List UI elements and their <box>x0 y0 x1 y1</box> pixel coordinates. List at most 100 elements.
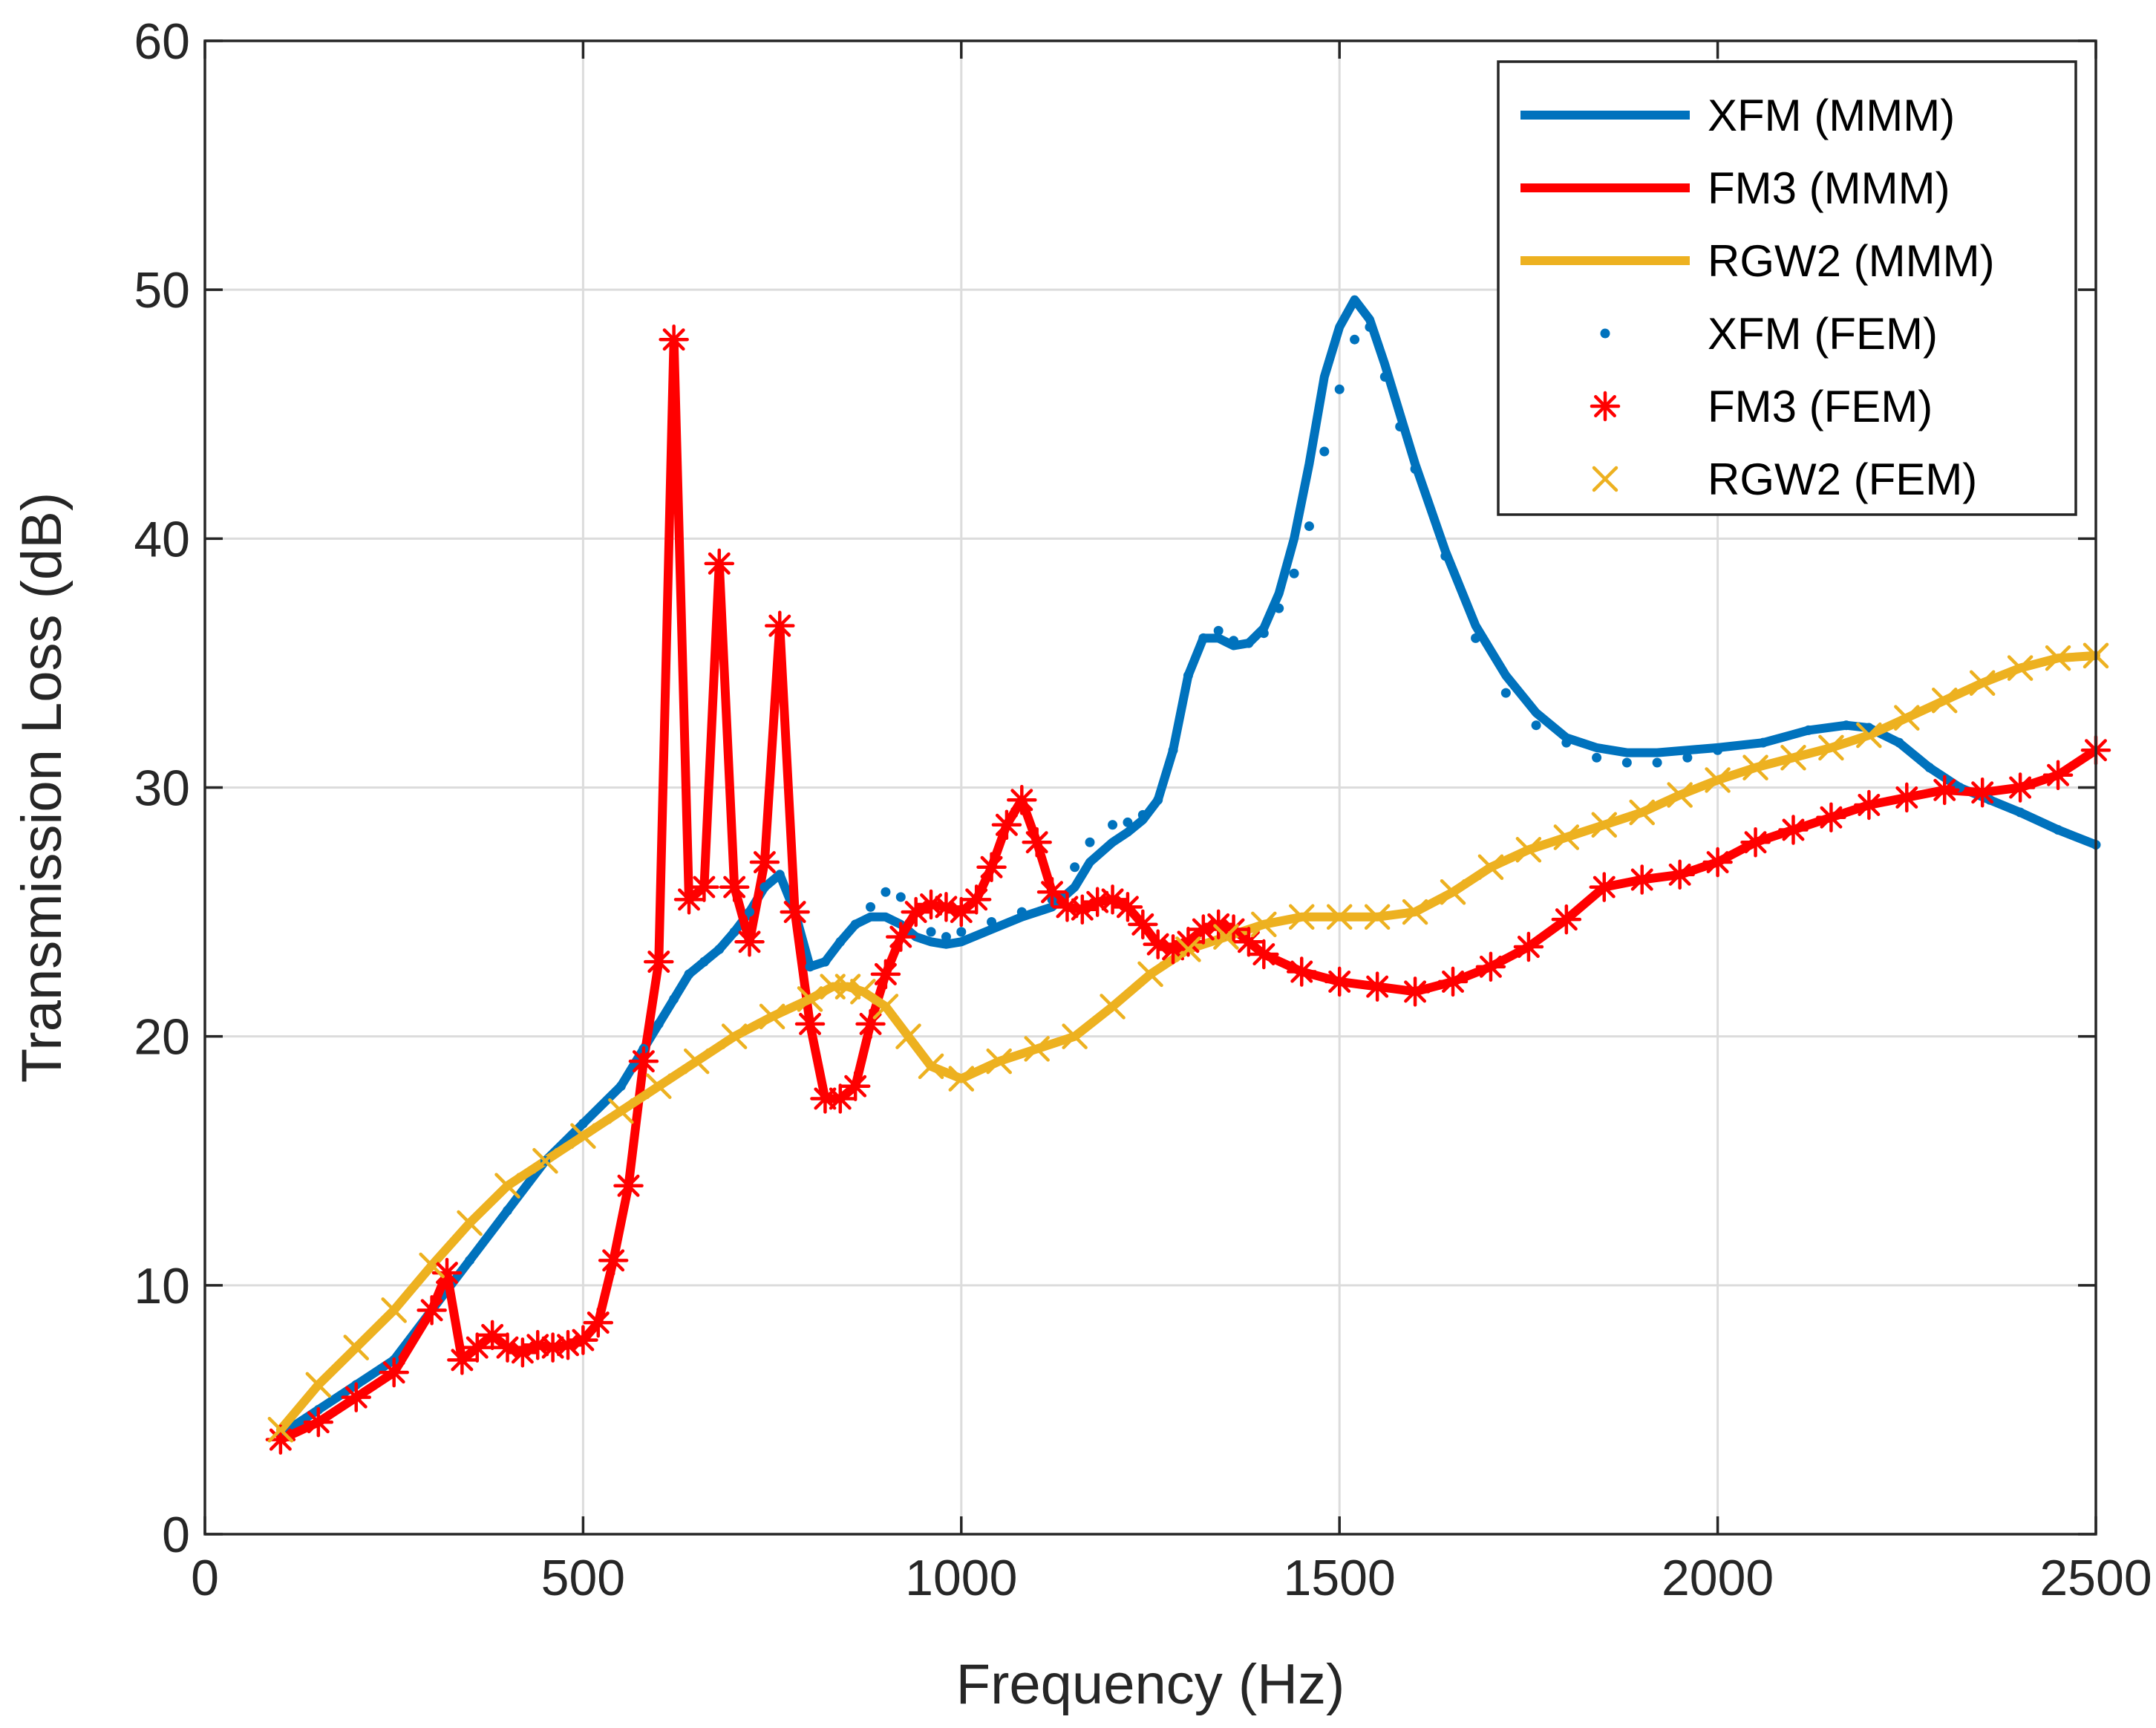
data-point-fm3-fem <box>1665 859 1695 890</box>
asterisk-stroke <box>678 888 701 911</box>
x-stroke <box>1553 824 1580 850</box>
series-line-fm3-mmm <box>275 335 2100 1444</box>
data-point-fm3-fem <box>689 872 719 902</box>
data-point-rgw2-fem <box>1477 854 1504 881</box>
data-point-fm3-fem <box>379 1357 409 1388</box>
data-point-fm3-fem <box>1157 934 1189 965</box>
y-tick-label: 40 <box>134 511 190 567</box>
asterisk-stroke <box>1630 868 1653 891</box>
asterisk-stroke <box>541 1336 564 1359</box>
x-stroke <box>2045 645 2071 671</box>
x-stroke <box>381 1297 407 1323</box>
data-point-xfm-fem <box>881 887 891 897</box>
data-point-fm3-fem <box>1475 951 1506 982</box>
series-fm3-mmm <box>275 335 2100 1444</box>
data-point-fm3-fem <box>704 548 735 579</box>
x-stroke <box>1477 854 1504 881</box>
x-stroke <box>1856 722 1882 749</box>
asterisk-stroke <box>587 1311 610 1334</box>
data-point-xfm-fem <box>1137 809 1148 820</box>
data-point-rgw2-fem <box>759 1003 785 1030</box>
data-point-xfm-fem <box>1841 720 1852 731</box>
x-stroke <box>608 1098 634 1124</box>
x-tick-label: 1000 <box>905 1550 1017 1606</box>
asterisk-stroke <box>617 1174 640 1197</box>
data-point-rgw2-fem <box>986 1048 1012 1075</box>
data-point-rgw2-fem <box>1137 961 1163 988</box>
asterisk-stroke <box>1933 778 1956 801</box>
data-point-xfm-fem <box>615 1081 626 1092</box>
data-point-rgw2-fem <box>721 1023 748 1049</box>
data-point-fm3-fem <box>976 852 1007 883</box>
data-point-fm3-fem <box>749 847 780 878</box>
data-point-xfm-fem <box>1229 636 1239 646</box>
x-stroke <box>872 994 899 1020</box>
asterisk-stroke <box>1207 913 1230 936</box>
asterisk-stroke <box>269 1428 292 1451</box>
x-axis-title: Frequency (Hz) <box>956 1653 1345 1716</box>
x-stroke <box>948 1066 975 1092</box>
data-point-rgw2-fem <box>1289 904 1315 930</box>
x-stroke <box>305 1372 332 1398</box>
asterisk-stroke <box>829 1087 852 1110</box>
asterisk-stroke <box>436 1262 458 1285</box>
data-point-xfm-fem <box>1713 745 1723 755</box>
x-stroke <box>797 986 823 1012</box>
data-point-rgw2-fem <box>1856 722 1882 749</box>
x-stroke <box>1175 936 1201 962</box>
x-stroke <box>1402 899 1428 925</box>
x-stroke <box>532 1148 558 1174</box>
asterisk-stroke <box>768 614 791 637</box>
data-point-fm3-fem <box>886 922 916 952</box>
data-point-fm3-fem <box>1589 872 1620 902</box>
data-point-rgw2-fem <box>1780 745 1806 771</box>
data-point-rgw2-fem <box>1667 782 1693 808</box>
data-point-xfm-fem <box>941 932 951 942</box>
asterisk-stroke <box>307 1411 330 1434</box>
data-point-fm3-fem <box>2042 760 2074 790</box>
legend-dot <box>1600 328 1610 339</box>
y-tick-label: 60 <box>134 13 190 70</box>
data-point-rgw2-fem <box>1326 904 1353 930</box>
data-point-xfm-fem <box>1652 757 1662 768</box>
asterisk-stroke <box>496 1336 519 1359</box>
x-stroke <box>1440 879 1466 905</box>
data-point-rgw2-fem <box>1402 899 1428 925</box>
asterisk-stroke <box>965 888 988 911</box>
data-point-xfm-fem <box>465 1255 475 1265</box>
asterisk-stroke <box>1252 943 1275 966</box>
data-point-xfm-fem <box>1471 633 1481 643</box>
data-point-xfm-fem <box>1153 795 1163 805</box>
ticks: 0 500 1000 1500 2000 2500 0 10 20 30 40 50 60 <box>134 13 2152 1606</box>
data-point-fm3-fem <box>628 1046 659 1077</box>
data-point-xfm-fem <box>669 994 679 1004</box>
data-point-rgw2-fem <box>1818 734 1844 761</box>
data-point-xfm-fem <box>1213 625 1224 636</box>
x-stroke <box>721 1023 748 1049</box>
data-point-fm3-fem <box>673 884 705 915</box>
data-point-rgw2-fem <box>457 1210 483 1236</box>
data-point-fm3-fem <box>613 1170 644 1202</box>
data-point-xfm-fem <box>1395 422 1405 432</box>
data-point-rgw2-fem <box>1213 924 1239 950</box>
data-point-xfm-fem <box>1410 463 1420 474</box>
data-point-fm3-fem <box>1362 971 1393 1002</box>
legend: XFM (MMM) FM3 (MMM) RGW2 (MMM) XFM (FEM) FM3… <box>1497 60 2077 516</box>
data-point-xfm-fem <box>1894 737 1904 748</box>
data-point-rgw2-fem <box>1931 687 1958 714</box>
data-point-rgw2-fem <box>1894 705 1920 731</box>
asterisk-stroke <box>647 951 670 974</box>
asterisk-stroke <box>1025 831 1048 854</box>
asterisk-stroke <box>950 901 973 924</box>
data-point-fm3-fem <box>568 1325 598 1355</box>
asterisk-stroke <box>481 1323 504 1346</box>
data-point-xfm-fem <box>820 956 830 967</box>
data-point-fm3-fem <box>961 884 992 915</box>
asterisk-stroke <box>693 876 716 899</box>
x-tick-label: 2000 <box>1662 1550 1774 1606</box>
data-point-fm3-fem <box>598 1245 629 1276</box>
data-point-rgw2-fem <box>1251 911 1277 938</box>
data-point-xfm-fem <box>578 1118 588 1129</box>
x-tick-label: 2500 <box>2039 1550 2152 1606</box>
data-point-rgw2-fem <box>948 1066 975 1092</box>
